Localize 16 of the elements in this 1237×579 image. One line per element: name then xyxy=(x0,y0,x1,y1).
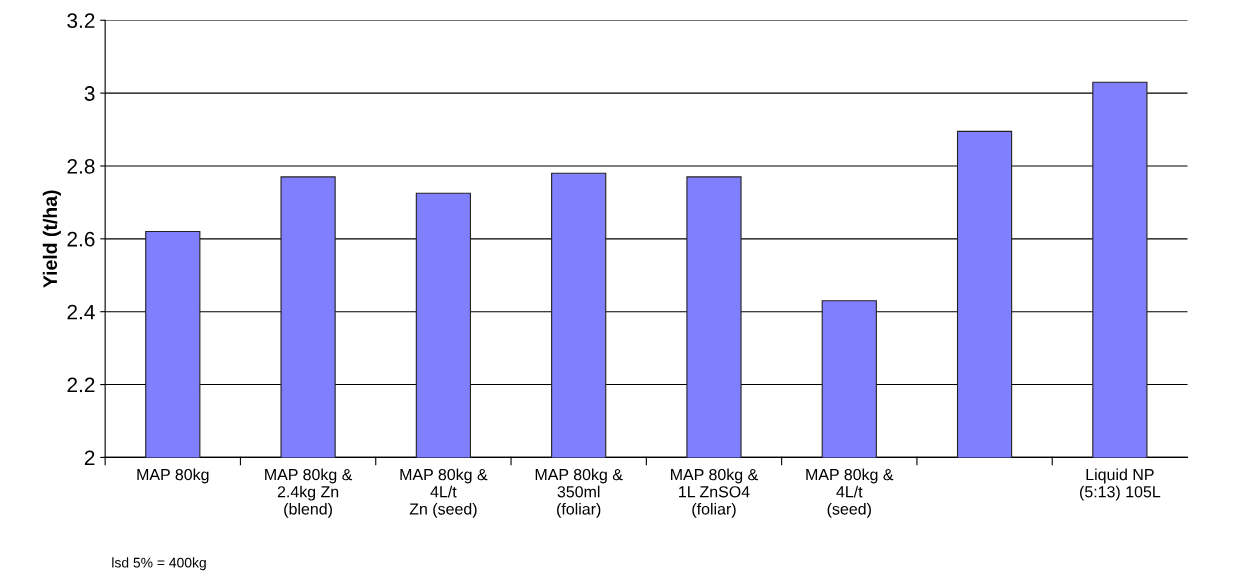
text: lsd 5% = 400kg xyxy=(112,557,206,571)
x-tick-label: MAP 80kg & 4L/t (seed) xyxy=(806,468,894,518)
y-tick-label: 2.8 xyxy=(67,158,95,174)
x-tick-label: MAP 80kg & 4L/t Zn (seed) xyxy=(400,468,488,518)
y-tick-label: 3 xyxy=(84,86,95,101)
x-tick-label: MAP 80kg & 350ml (foliar) xyxy=(535,468,623,518)
x-tick-label: MAP 80kg & 1L ZnSO4 (foliar) xyxy=(671,468,758,518)
y-tick-label: 3.2 xyxy=(67,13,95,29)
y-tick-label: 2 xyxy=(84,450,95,465)
y-tick-label: 2.2 xyxy=(67,377,95,393)
x-tick-label: MAP 80kg xyxy=(137,468,209,484)
x-tick-label: Liquid NP (5:13) 105L xyxy=(1080,468,1161,501)
y-axis-title: Yield (t/ha) xyxy=(42,190,61,288)
y-tick-label: 2.6 xyxy=(67,231,95,247)
y-tick-label: 2.4 xyxy=(67,304,95,320)
x-tick-label: MAP 80kg & 2.4kg Zn (blend) xyxy=(265,468,353,518)
